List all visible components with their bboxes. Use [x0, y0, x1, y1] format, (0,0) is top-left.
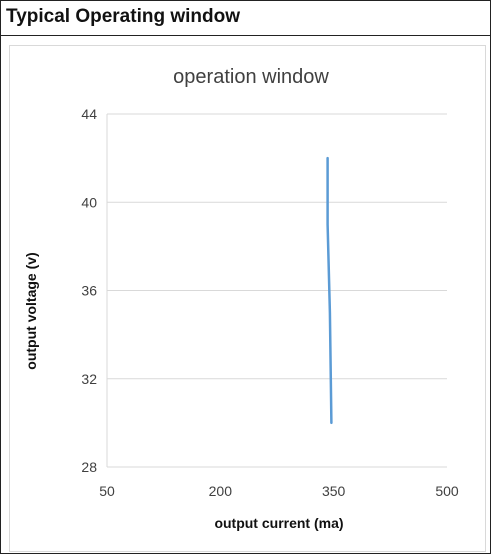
x-tick-label: 350 — [322, 483, 346, 499]
x-tick-label: 50 — [99, 483, 115, 499]
y-axis-ticks: 28 32 36 40 44 — [81, 106, 97, 475]
series-layer — [326, 156, 333, 425]
series-line — [326, 156, 333, 425]
chart-title: operation window — [173, 66, 329, 88]
y-tick-label: 36 — [81, 283, 97, 299]
x-axis-label: output current (ma) — [214, 515, 343, 531]
x-tick-label: 500 — [435, 483, 459, 499]
y-tick-label: 44 — [81, 106, 97, 122]
chart-area: operation window 28 32 36 40 44 50 200 350 500 … — [9, 45, 486, 552]
gridlines — [106, 113, 447, 468]
x-axis-ticks: 50 200 350 500 — [99, 483, 459, 499]
panel-title: Typical Operating window — [6, 6, 241, 27]
y-tick-label: 28 — [81, 459, 97, 475]
y-tick-label: 40 — [81, 194, 97, 210]
x-tick-label: 200 — [209, 483, 233, 499]
panel-header: Typical Operating window — [1, 1, 490, 36]
y-tick-label: 32 — [81, 371, 97, 387]
y-axis-label: output voltage (v) — [23, 252, 39, 369]
